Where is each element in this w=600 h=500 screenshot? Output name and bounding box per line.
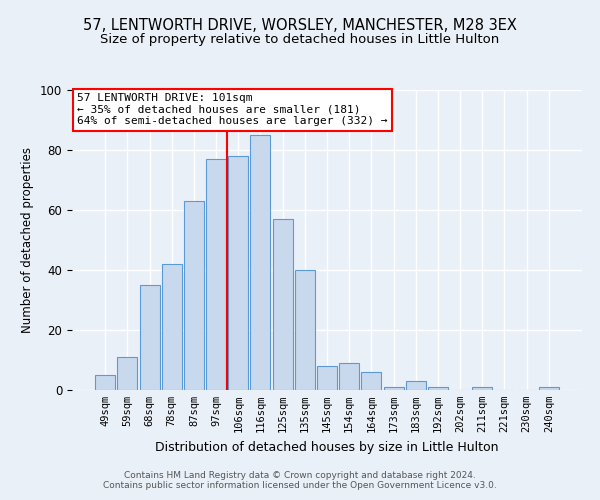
Bar — [118, 357, 137, 390]
Bar — [206, 159, 226, 390]
Bar — [295, 270, 315, 390]
Bar — [95, 375, 115, 390]
Bar — [272, 219, 293, 390]
Bar — [317, 366, 337, 390]
Text: Contains HM Land Registry data © Crown copyright and database right 2024.
Contai: Contains HM Land Registry data © Crown c… — [103, 470, 497, 490]
X-axis label: Distribution of detached houses by size in Little Hulton: Distribution of detached houses by size … — [155, 440, 499, 454]
Bar — [162, 264, 182, 390]
Bar — [472, 387, 492, 390]
Y-axis label: Number of detached properties: Number of detached properties — [22, 147, 34, 333]
Text: 57 LENTWORTH DRIVE: 101sqm
← 35% of detached houses are smaller (181)
64% of sem: 57 LENTWORTH DRIVE: 101sqm ← 35% of deta… — [77, 93, 388, 126]
Bar — [184, 201, 204, 390]
Text: Size of property relative to detached houses in Little Hulton: Size of property relative to detached ho… — [100, 32, 500, 46]
Bar — [250, 135, 271, 390]
Bar — [406, 381, 426, 390]
Bar — [361, 372, 382, 390]
Bar — [339, 363, 359, 390]
Text: 57, LENTWORTH DRIVE, WORSLEY, MANCHESTER, M28 3EX: 57, LENTWORTH DRIVE, WORSLEY, MANCHESTER… — [83, 18, 517, 32]
Bar — [228, 156, 248, 390]
Bar — [140, 285, 160, 390]
Bar — [428, 387, 448, 390]
Bar — [383, 387, 404, 390]
Bar — [539, 387, 559, 390]
